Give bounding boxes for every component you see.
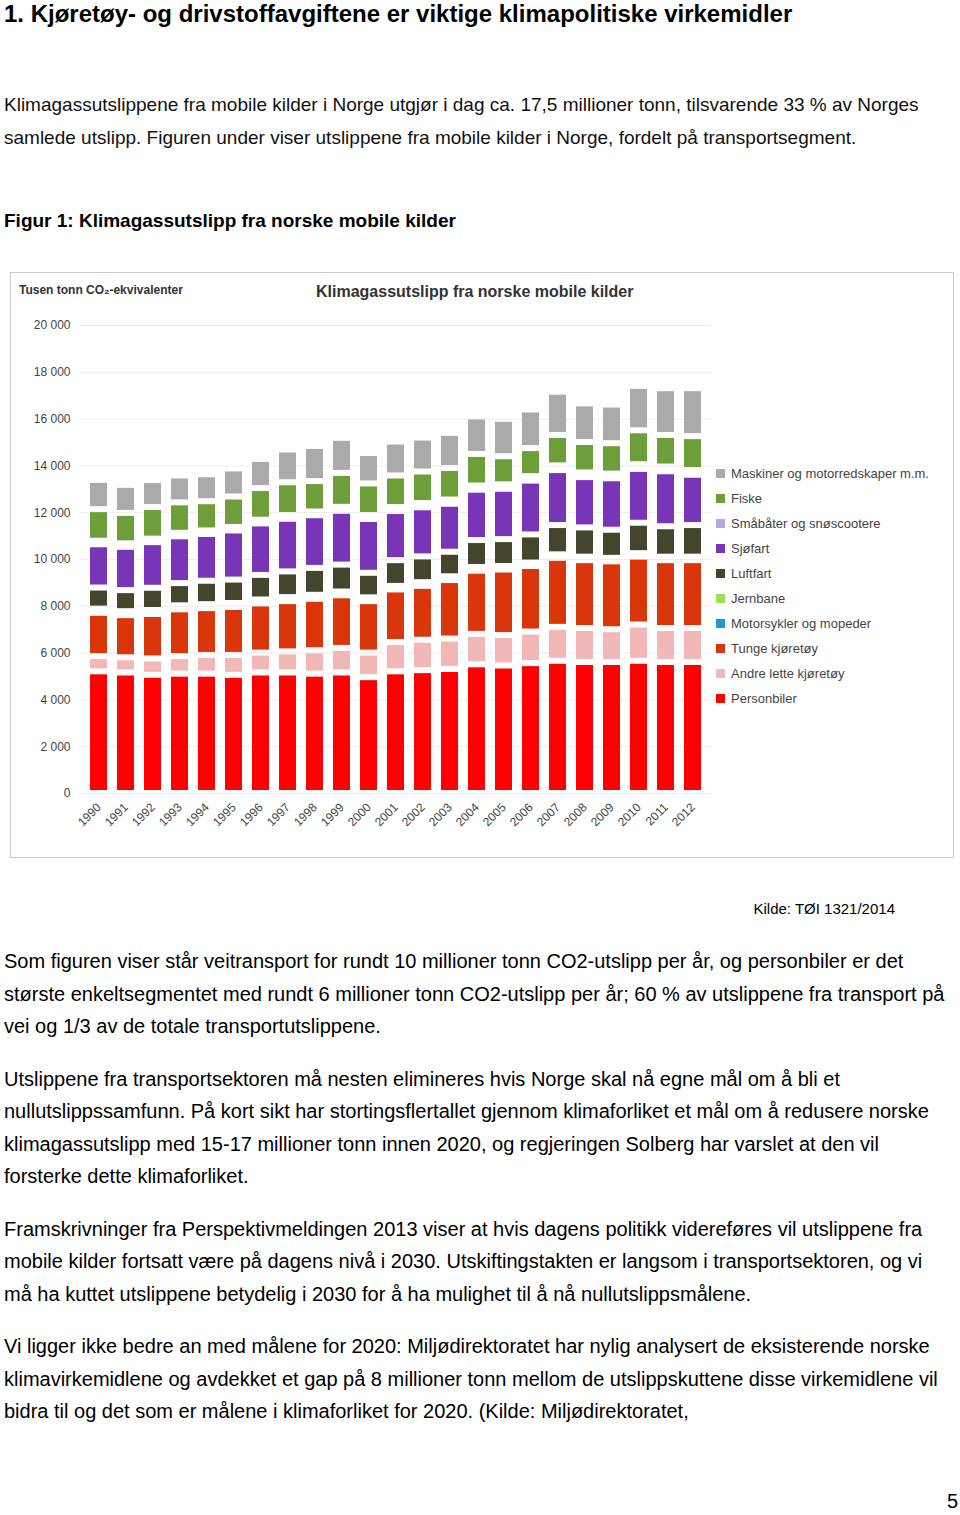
html-text:Motorsykler og mopeder: Motorsykler og mopeder: [731, 616, 872, 631]
html-text:Sjøfart: Sjøfart: [731, 541, 770, 556]
svg-text:2010: 2010: [615, 800, 644, 829]
svg-text:2005: 2005: [480, 800, 509, 829]
html-text:Personbiler: Personbiler: [731, 691, 797, 706]
svg-text:10 000: 10 000: [34, 552, 71, 566]
html-text:Fiske: Fiske: [731, 491, 763, 506]
html-text:Småbåter og snøscootere: Småbåter og snøscootere: [731, 516, 881, 531]
svg-text:1995: 1995: [210, 800, 239, 829]
html-text:Figur 1: Klimagassutslipp fra: Figur 1: Klimagassutslipp fra norske mob…: [4, 210, 456, 231]
svg-text:1997: 1997: [264, 800, 293, 829]
html-text:Klimagassutslipp fra norske mo: Klimagassutslipp fra norske mobile kilde…: [316, 283, 634, 300]
html-text:Andre lette kjøretøy: Andre lette kjøretøy: [731, 666, 845, 681]
svg-text:14 000: 14 000: [34, 459, 71, 473]
svg-text:2006: 2006: [507, 800, 536, 829]
svg-text:8 000: 8 000: [40, 599, 70, 613]
svg-text:1990: 1990: [75, 800, 104, 829]
svg-text:2003: 2003: [426, 800, 455, 829]
svg-text:4 000: 4 000: [40, 693, 70, 707]
svg-text:2 000: 2 000: [40, 740, 70, 754]
html-text:Maskiner og motorredskaper m.m: Maskiner og motorredskaper m.m.: [731, 466, 929, 481]
svg-text:1992: 1992: [129, 800, 158, 829]
svg-text:2008: 2008: [561, 800, 590, 829]
html-text:Som figuren viser står veitran: Som figuren viser står veitransport for …: [4, 950, 945, 1037]
svg-text:18 000: 18 000: [34, 365, 71, 379]
html-text:5: 5: [946, 1490, 958, 1512]
html-text:Luftfart: Luftfart: [731, 566, 772, 581]
svg-text:2009: 2009: [588, 800, 617, 829]
html-text:Framskrivninger fra Perspektiv: Framskrivninger fra Perspektivmeldingen …: [4, 1217, 923, 1305]
svg-text:1993: 1993: [156, 800, 185, 829]
svg-text:2001: 2001: [372, 800, 401, 829]
svg-text:1991: 1991: [102, 800, 131, 829]
svg-text:2004: 2004: [453, 800, 482, 829]
svg-text:16 000: 16 000: [34, 412, 71, 426]
html-text:Jernbane: Jernbane: [731, 591, 786, 606]
svg-text:2011: 2011: [643, 800, 671, 828]
html-text:Kilde: TØI 1321/2014: Kilde: TØI 1321/2014: [753, 900, 895, 917]
html-text:Tunge kjøretøy: Tunge kjøretøy: [731, 641, 818, 656]
svg-text:1999: 1999: [318, 800, 347, 829]
svg-text:1994: 1994: [183, 800, 212, 829]
html-text:1. Kjøretøy- og drivstoffavgif: 1. Kjøretøy- og drivstoffavgiftene er vi…: [4, 0, 793, 27]
html-text:Utslippene fra transportsektor: Utslippene fra transportsektoren må nest…: [4, 1067, 929, 1187]
svg-text:20 000: 20 000: [34, 318, 71, 332]
svg-text:1996: 1996: [237, 800, 266, 829]
svg-text:2000: 2000: [345, 800, 374, 829]
svg-text:2012: 2012: [669, 800, 698, 829]
html-text:Vi ligger ikke bedre an med må: Vi ligger ikke bedre an med målene for 2…: [4, 1335, 938, 1422]
svg-text:6 000: 6 000: [40, 646, 70, 660]
svg-text:1998: 1998: [291, 800, 320, 829]
svg-text:12 000: 12 000: [34, 506, 71, 520]
svg-text:2007: 2007: [534, 800, 563, 829]
svg-text:2002: 2002: [399, 800, 428, 829]
html-text:Tusen tonn CO₂-ekvivalenter: Tusen tonn CO₂-ekvivalenter: [19, 283, 183, 297]
svg-text:0: 0: [64, 786, 71, 800]
html-text:Klimagassutslippene fra mobile: Klimagassutslippene fra mobile kilder i …: [4, 94, 919, 148]
